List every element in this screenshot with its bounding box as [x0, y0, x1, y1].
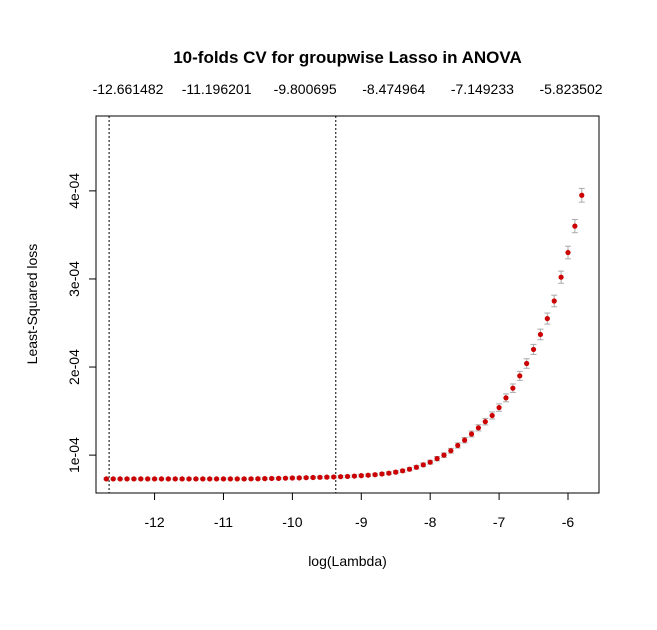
y-tick-label: 3e-04	[66, 261, 82, 297]
data-point	[110, 476, 116, 482]
data-point	[303, 475, 309, 481]
data-point	[262, 476, 268, 482]
data-point	[379, 471, 385, 477]
x-tick-label: -6	[562, 514, 575, 530]
data-point	[482, 419, 488, 425]
data-point	[565, 249, 571, 256]
data-point	[372, 472, 378, 478]
y-tick-label: 2e-04	[66, 349, 82, 385]
data-point	[358, 473, 364, 479]
data-point	[193, 476, 199, 482]
data-point	[234, 476, 240, 482]
data-point	[468, 431, 475, 437]
data-point	[138, 476, 144, 482]
data-point	[420, 462, 426, 468]
data-point	[530, 346, 537, 353]
data-point	[241, 476, 247, 482]
chart-title: 10-folds CV for groupwise Lasso in ANOVA	[173, 48, 522, 67]
top-axis-label: -8.474964	[362, 81, 425, 97]
data-point	[338, 474, 344, 480]
data-point	[200, 476, 206, 482]
data-point	[344, 473, 351, 480]
data-point	[544, 315, 550, 322]
data-point	[255, 476, 261, 482]
data-point	[365, 472, 371, 478]
x-axis-label: log(Lambda)	[308, 553, 387, 569]
data-point	[103, 476, 109, 482]
data-point	[448, 448, 454, 454]
data-point	[489, 412, 495, 419]
plot-frame	[95, 115, 600, 494]
top-axis-label: -9.800695	[274, 81, 337, 97]
data-point	[406, 466, 413, 472]
data-point	[579, 192, 585, 198]
data-point	[282, 475, 289, 481]
data-point	[524, 360, 530, 367]
data-point	[186, 476, 192, 482]
data-point	[400, 468, 406, 474]
data-point	[269, 475, 275, 482]
data-point	[331, 474, 337, 480]
x-tick-label: -12	[144, 514, 164, 530]
top-axis-label: -5.823502	[539, 81, 602, 97]
data-point	[131, 476, 137, 482]
data-point	[393, 469, 399, 475]
top-axis-label: -11.196201	[182, 81, 252, 97]
x-tick-label: -11	[214, 514, 233, 530]
x-tick-label: -8	[424, 514, 437, 530]
data-point	[248, 476, 254, 482]
data-point	[551, 298, 557, 304]
data-point	[220, 476, 227, 482]
data-point	[296, 475, 302, 481]
data-point	[324, 474, 330, 480]
data-point	[413, 464, 420, 470]
data-point	[455, 442, 461, 449]
data-point	[310, 474, 316, 481]
data-point	[517, 373, 523, 379]
data-point	[289, 475, 295, 481]
data-point	[462, 437, 468, 443]
data-point	[124, 476, 130, 482]
data-point	[213, 476, 220, 482]
data-point	[158, 476, 165, 482]
data-point	[351, 473, 357, 479]
data-point	[386, 470, 392, 476]
data-point	[117, 476, 123, 482]
data-point	[179, 476, 185, 482]
data-point	[165, 476, 171, 482]
y-tick-label: 1e-04	[66, 437, 82, 473]
data-point	[427, 459, 433, 465]
data-point	[317, 474, 323, 480]
x-tick-label: -9	[355, 514, 368, 530]
top-axis-label: -7.149233	[451, 81, 514, 97]
data-point	[207, 476, 213, 482]
data-point	[537, 331, 544, 338]
data-point	[151, 476, 158, 482]
data-point	[441, 452, 447, 458]
data-point	[475, 425, 482, 431]
data-point	[558, 274, 564, 280]
data-point	[434, 456, 440, 462]
data-point	[145, 476, 151, 482]
data-point	[172, 476, 178, 482]
data-point	[503, 395, 509, 401]
data-point	[510, 385, 516, 391]
top-axis-label: -12.661482	[93, 81, 164, 97]
x-tick-label: -7	[493, 514, 506, 530]
data-point	[572, 223, 578, 229]
data-point	[496, 404, 502, 411]
x-tick-label: -10	[282, 514, 302, 530]
data-point	[227, 476, 233, 482]
y-tick-label: 4e-04	[66, 173, 82, 209]
data-point	[275, 475, 282, 481]
